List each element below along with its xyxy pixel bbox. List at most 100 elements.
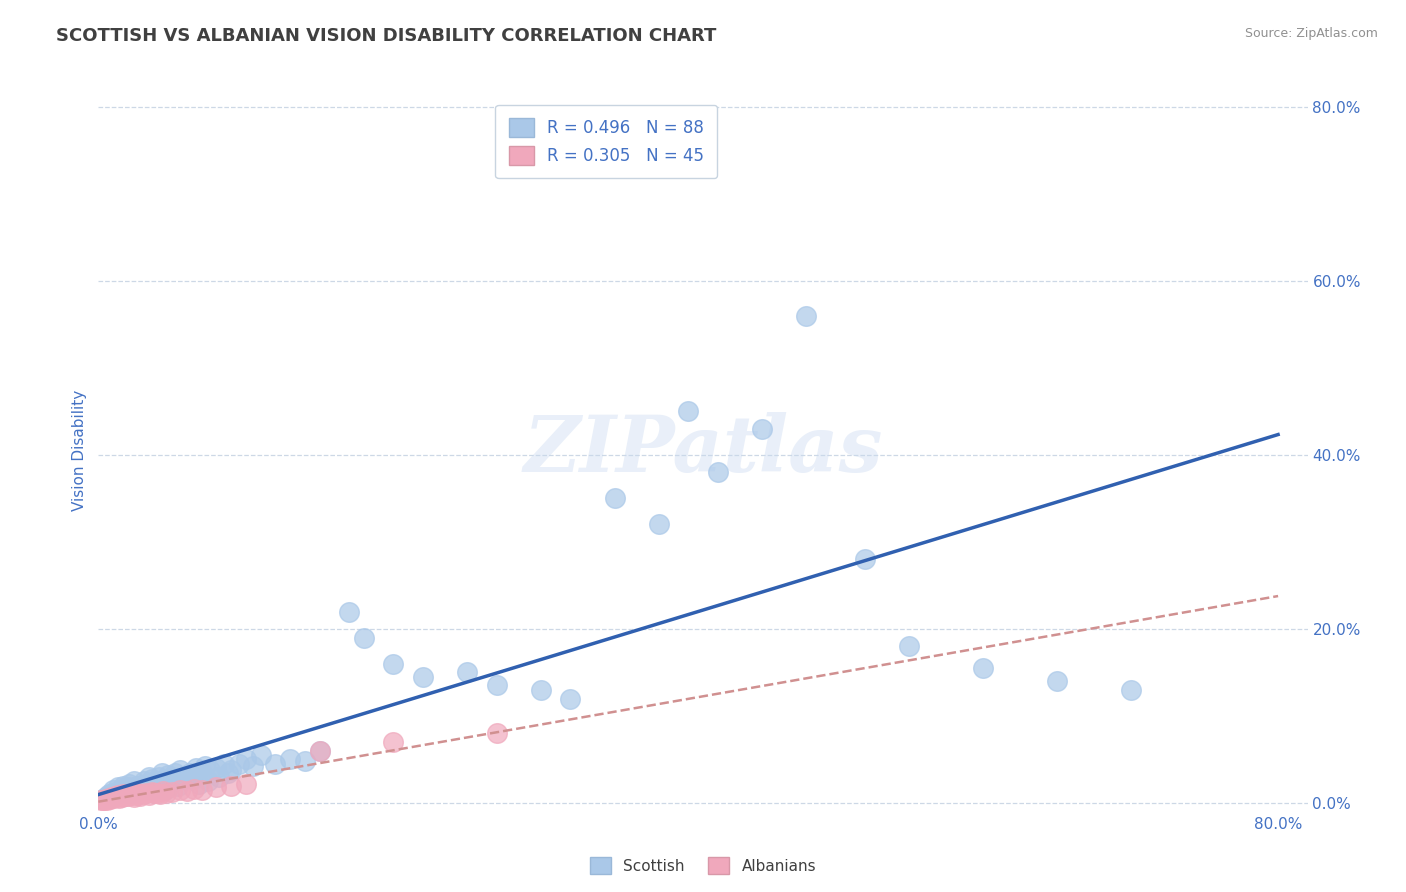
Point: [142, 781, 165, 796]
Point: [190, 765, 212, 780]
Point: [120, 786, 142, 800]
Point: [794, 309, 817, 323]
Point: [235, 777, 257, 791]
Point: [853, 552, 876, 566]
Point: [194, 759, 217, 773]
Point: [121, 781, 143, 796]
Point: [101, 783, 124, 797]
Point: [91, 792, 114, 806]
Point: [972, 661, 994, 675]
Point: [120, 788, 142, 802]
Point: [110, 784, 132, 798]
Point: [128, 780, 150, 794]
Point: [138, 770, 160, 784]
Legend: R = 0.496   N = 88, R = 0.305   N = 45: R = 0.496 N = 88, R = 0.305 N = 45: [495, 104, 717, 178]
Point: [160, 770, 183, 784]
Point: [200, 763, 222, 777]
Text: ZIPatlas: ZIPatlas: [523, 412, 883, 489]
Point: [127, 782, 149, 797]
Point: [146, 786, 169, 800]
Point: [353, 631, 375, 645]
Point: [114, 785, 136, 799]
Point: [183, 782, 205, 797]
Point: [96, 789, 118, 803]
Point: [104, 789, 127, 803]
Point: [150, 765, 173, 780]
Point: [278, 752, 301, 766]
Point: [122, 774, 145, 789]
Point: [228, 756, 250, 771]
Point: [208, 770, 231, 784]
Point: [152, 784, 174, 798]
Point: [217, 765, 239, 780]
Point: [337, 605, 360, 619]
Point: [169, 783, 191, 797]
Point: [172, 772, 194, 786]
Point: [219, 779, 242, 793]
Point: [219, 763, 242, 777]
Point: [264, 756, 287, 771]
Point: [93, 793, 115, 807]
Point: [165, 765, 187, 780]
Point: [155, 787, 177, 801]
Point: [136, 777, 159, 791]
Point: [382, 657, 405, 671]
Point: [118, 787, 141, 801]
Point: [105, 785, 128, 799]
Point: [212, 756, 235, 771]
Point: [485, 726, 508, 740]
Point: [125, 788, 148, 802]
Point: [181, 772, 204, 786]
Point: [143, 775, 166, 789]
Point: [111, 782, 134, 797]
Point: [100, 788, 122, 802]
Point: [108, 787, 131, 801]
Point: [94, 791, 117, 805]
Point: [155, 772, 177, 786]
Point: [1046, 674, 1069, 689]
Point: [751, 422, 773, 436]
Point: [131, 787, 153, 801]
Point: [91, 791, 114, 805]
Point: [485, 678, 508, 692]
Point: [149, 780, 172, 795]
Point: [117, 789, 139, 803]
Point: [156, 768, 179, 782]
Point: [294, 754, 316, 768]
Point: [111, 789, 134, 804]
Point: [121, 787, 143, 801]
Point: [205, 761, 228, 775]
Point: [456, 665, 478, 680]
Point: [134, 774, 156, 789]
Point: [138, 788, 160, 802]
Point: [100, 789, 122, 804]
Point: [167, 779, 190, 793]
Y-axis label: Vision Disability: Vision Disability: [72, 390, 87, 511]
Point: [146, 774, 169, 789]
Point: [141, 785, 163, 799]
Point: [176, 770, 198, 784]
Point: [107, 788, 129, 802]
Point: [235, 752, 257, 766]
Point: [131, 779, 153, 793]
Point: [90, 793, 112, 807]
Point: [101, 786, 124, 800]
Point: [603, 491, 626, 506]
Point: [179, 765, 201, 780]
Point: [112, 779, 135, 793]
Point: [160, 785, 183, 799]
Point: [169, 763, 191, 777]
Point: [98, 790, 121, 805]
Point: [706, 465, 728, 479]
Point: [560, 691, 582, 706]
Point: [117, 783, 139, 797]
Point: [187, 777, 209, 791]
Point: [242, 759, 264, 773]
Point: [97, 787, 120, 801]
Point: [153, 783, 176, 797]
Point: [135, 786, 157, 800]
Point: [97, 790, 120, 805]
Point: [190, 783, 212, 797]
Point: [648, 517, 671, 532]
Point: [125, 779, 148, 793]
